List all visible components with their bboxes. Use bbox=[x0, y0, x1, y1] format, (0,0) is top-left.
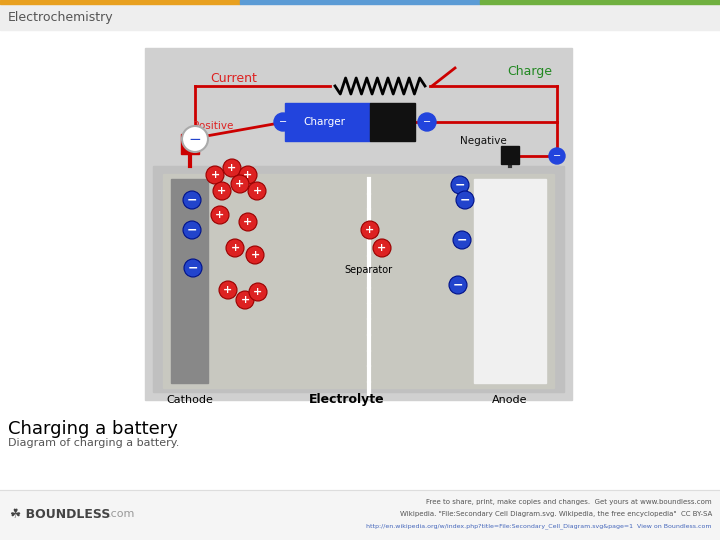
Bar bbox=[163, 174, 554, 388]
Text: http://en.wikipedia.org/w/index.php?title=File:Secondary_Cell_Diagram.svg&page=1: http://en.wikipedia.org/w/index.php?titl… bbox=[366, 523, 712, 529]
Text: Cathode: Cathode bbox=[166, 395, 213, 405]
Circle shape bbox=[231, 175, 249, 193]
Circle shape bbox=[219, 281, 237, 299]
Text: ☘ BOUNDLESS: ☘ BOUNDLESS bbox=[10, 508, 110, 521]
Bar bbox=[0, 0, 240, 4]
Circle shape bbox=[206, 166, 224, 184]
Bar bbox=[171, 179, 208, 383]
Circle shape bbox=[211, 206, 229, 224]
Text: +: + bbox=[210, 170, 220, 180]
Text: −: − bbox=[455, 179, 465, 192]
Text: +: + bbox=[243, 217, 253, 227]
Text: −: − bbox=[186, 193, 197, 206]
Text: Negative: Negative bbox=[460, 136, 507, 146]
Text: +: + bbox=[215, 210, 225, 220]
Bar bbox=[181, 134, 199, 154]
Bar bbox=[145, 48, 572, 400]
Text: +: + bbox=[228, 163, 237, 173]
Text: −: − bbox=[186, 224, 197, 237]
Circle shape bbox=[274, 113, 292, 131]
Circle shape bbox=[239, 166, 257, 184]
Text: Electrolyte: Electrolyte bbox=[309, 394, 384, 407]
Text: −: − bbox=[460, 193, 470, 206]
Bar bbox=[153, 166, 564, 392]
Text: +: + bbox=[235, 179, 245, 189]
Text: Anode: Anode bbox=[492, 395, 528, 405]
Circle shape bbox=[236, 291, 254, 309]
Circle shape bbox=[239, 213, 257, 231]
Text: +: + bbox=[230, 243, 240, 253]
Circle shape bbox=[223, 159, 241, 177]
Text: Charging a battery: Charging a battery bbox=[8, 420, 178, 438]
Text: +: + bbox=[240, 295, 250, 305]
Text: Current: Current bbox=[210, 71, 257, 84]
Bar bbox=[474, 179, 546, 383]
Text: +: + bbox=[253, 186, 261, 196]
Text: Charger: Charger bbox=[303, 117, 345, 127]
Text: +: + bbox=[377, 243, 387, 253]
Circle shape bbox=[226, 239, 244, 257]
Bar bbox=[240, 0, 480, 4]
Text: Separator: Separator bbox=[344, 265, 392, 275]
Circle shape bbox=[246, 246, 264, 264]
Text: +: + bbox=[253, 287, 263, 297]
Circle shape bbox=[248, 182, 266, 200]
Circle shape bbox=[456, 191, 474, 209]
Text: −: − bbox=[456, 233, 467, 246]
Bar bbox=[0, 4, 720, 30]
Text: Charge: Charge bbox=[507, 64, 552, 78]
Circle shape bbox=[182, 126, 208, 152]
Circle shape bbox=[453, 231, 471, 249]
Text: −: − bbox=[188, 261, 198, 274]
Text: +: + bbox=[365, 225, 374, 235]
Text: Wikipedia. "File:Secondary Cell Diagram.svg. Wikipedia, the free encyclopedia"  : Wikipedia. "File:Secondary Cell Diagram.… bbox=[400, 511, 712, 517]
Bar bbox=[369, 103, 415, 141]
Text: +: + bbox=[223, 285, 233, 295]
Text: −: − bbox=[553, 151, 561, 161]
Text: −: − bbox=[453, 279, 463, 292]
Text: .com: .com bbox=[108, 509, 135, 519]
Text: +: + bbox=[251, 250, 260, 260]
Circle shape bbox=[183, 221, 201, 239]
Circle shape bbox=[249, 283, 267, 301]
Text: Free to share, print, make copies and changes.  Get yours at www.boundless.com: Free to share, print, make copies and ch… bbox=[426, 499, 712, 505]
Circle shape bbox=[213, 182, 231, 200]
Text: +: + bbox=[243, 170, 253, 180]
Bar bbox=[501, 146, 519, 164]
Text: +: + bbox=[217, 186, 227, 196]
Circle shape bbox=[549, 148, 565, 164]
Text: −: − bbox=[279, 117, 287, 127]
Bar bbox=[480, 0, 720, 4]
Text: Diagram of charging a battery.: Diagram of charging a battery. bbox=[8, 438, 179, 448]
Circle shape bbox=[361, 221, 379, 239]
Circle shape bbox=[451, 176, 469, 194]
Bar bbox=[285, 103, 369, 141]
Text: Positive: Positive bbox=[194, 121, 234, 131]
Text: Electrochemistry: Electrochemistry bbox=[8, 10, 114, 24]
Circle shape bbox=[449, 276, 467, 294]
Circle shape bbox=[183, 191, 201, 209]
Circle shape bbox=[418, 113, 436, 131]
Bar bbox=[0, 490, 720, 540]
Circle shape bbox=[373, 239, 391, 257]
Circle shape bbox=[184, 259, 202, 277]
Text: −: − bbox=[189, 132, 202, 146]
Text: −: − bbox=[423, 117, 431, 127]
